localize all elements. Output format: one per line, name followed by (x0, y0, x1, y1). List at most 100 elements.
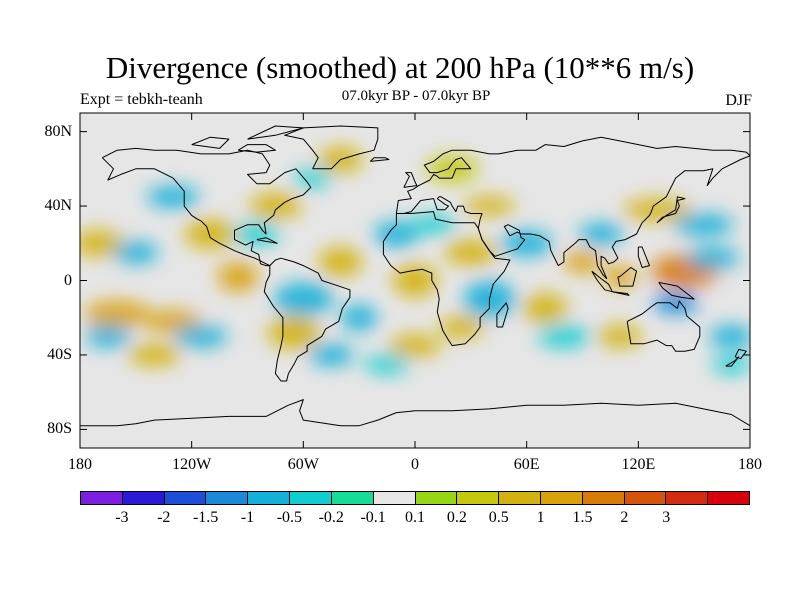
field-blob-7 (709, 325, 750, 348)
coastline-11 (656, 196, 686, 224)
field-blob-24 (340, 304, 378, 331)
field-blob-42 (712, 354, 750, 374)
period-label: 07.0kyr BP - 07.0kyr BP (341, 88, 491, 104)
x-tick-label: 120E (621, 456, 656, 473)
field-blob-12 (85, 325, 131, 348)
field-blob-29 (411, 215, 456, 234)
coastline-12 (496, 302, 509, 328)
colorbar-label: -0.1 (360, 509, 386, 526)
x-tick-label: 0 (411, 456, 419, 473)
coastlines (80, 125, 750, 427)
colorbar-label: 1 (536, 509, 545, 526)
field-blob-18 (249, 193, 302, 220)
field-blob-17 (147, 185, 200, 208)
field-blob-40 (364, 354, 410, 374)
coastline-1 (263, 257, 351, 382)
x-tick-label: 180 (738, 456, 762, 473)
coastline-2 (284, 125, 379, 170)
field-blob-22 (308, 343, 354, 367)
field-blob-38 (578, 222, 624, 246)
colorbar-label: -1 (240, 509, 255, 526)
colorbar-box (666, 492, 709, 504)
colorbar-box (81, 492, 123, 504)
y-tick-label: 0 (64, 271, 72, 289)
colorbar-box (624, 492, 667, 504)
coastline-6 (80, 399, 750, 427)
field-blob-14 (174, 325, 228, 348)
colorbar-label: 3 (662, 509, 671, 526)
field-blob-6 (623, 198, 691, 221)
x-tick-label: 60W (287, 456, 319, 473)
y-tick-label: 40N (44, 197, 72, 215)
divergence-field (80, 146, 750, 374)
colorbar-box (248, 492, 291, 504)
y-tick-label: 80N (44, 122, 72, 140)
colorbar-label: 0.5 (488, 509, 509, 526)
coastline-10 (658, 281, 695, 300)
field-blob-32 (444, 239, 497, 266)
coastline-17 (256, 237, 278, 244)
field-blob-19 (234, 222, 280, 246)
colorbar-box (415, 492, 458, 504)
field-blob-15 (217, 261, 259, 292)
coastline-21 (247, 125, 304, 140)
colorbar-box (499, 492, 541, 504)
field-blob-31 (439, 315, 484, 339)
colorbar-label: -0.5 (276, 509, 303, 526)
colorbar-label: -1.5 (192, 509, 219, 526)
field-blob-39 (388, 334, 442, 357)
coastline-4 (395, 136, 750, 280)
colorbar-box (540, 492, 583, 504)
coastline-14 (369, 157, 390, 162)
coastline-5 (626, 300, 701, 352)
field-blob-27 (392, 263, 438, 298)
colorbar-label: 2 (620, 509, 629, 526)
field-blob-8 (83, 300, 151, 328)
coastline-20 (191, 136, 230, 149)
field-blob-33 (463, 196, 516, 216)
colorbar-box (331, 492, 374, 504)
coastline-15 (734, 348, 747, 360)
coastline-9 (617, 267, 637, 287)
colorbar-label: 0.2 (446, 509, 467, 526)
coastline-8 (612, 291, 630, 296)
field-blob-26 (294, 168, 332, 188)
field-blob-13 (128, 343, 181, 367)
field-blob-11 (113, 241, 159, 264)
field-blob-2 (563, 250, 602, 274)
coastline-0 (101, 147, 312, 267)
field-blob-16 (184, 219, 237, 249)
colorbar-box (164, 492, 207, 504)
y-tick-label: 80S (47, 420, 72, 438)
colorbar-label: -3 (115, 509, 129, 526)
coastline-13 (403, 172, 418, 188)
colorbar-box (122, 492, 165, 504)
axis-ticks (79, 113, 751, 448)
coastline-19 (237, 144, 276, 153)
field-blob-3 (653, 291, 698, 315)
colorbar-label: -2 (157, 509, 171, 526)
x-tick-label: 120W (172, 456, 212, 473)
colorbar-box (206, 492, 249, 504)
field-blob-4 (686, 246, 739, 270)
field-blob-36 (537, 325, 590, 348)
field-blob-20 (273, 282, 334, 316)
chart-title: Divergence (smoothed) at 200 hPa (10**6 … (105, 50, 695, 85)
colorbar-box (373, 492, 416, 504)
field-blob-28 (374, 220, 419, 248)
field-blob-21 (267, 315, 321, 350)
colorbar-box (708, 492, 749, 504)
coastline-18 (637, 246, 650, 268)
coastline-16 (725, 356, 740, 367)
field-blob-5 (673, 213, 734, 236)
colorbar-box (582, 492, 625, 504)
colorbar (80, 491, 750, 505)
field-blob-35 (522, 293, 568, 324)
colorbar-label: 0.1 (405, 509, 425, 526)
field-blob-10 (80, 230, 125, 257)
colorbar-box (290, 492, 332, 504)
season-label: DJF (725, 92, 752, 109)
experiment-label: Expt = tebkh-teanh (80, 91, 203, 108)
coastline-3 (382, 211, 511, 347)
